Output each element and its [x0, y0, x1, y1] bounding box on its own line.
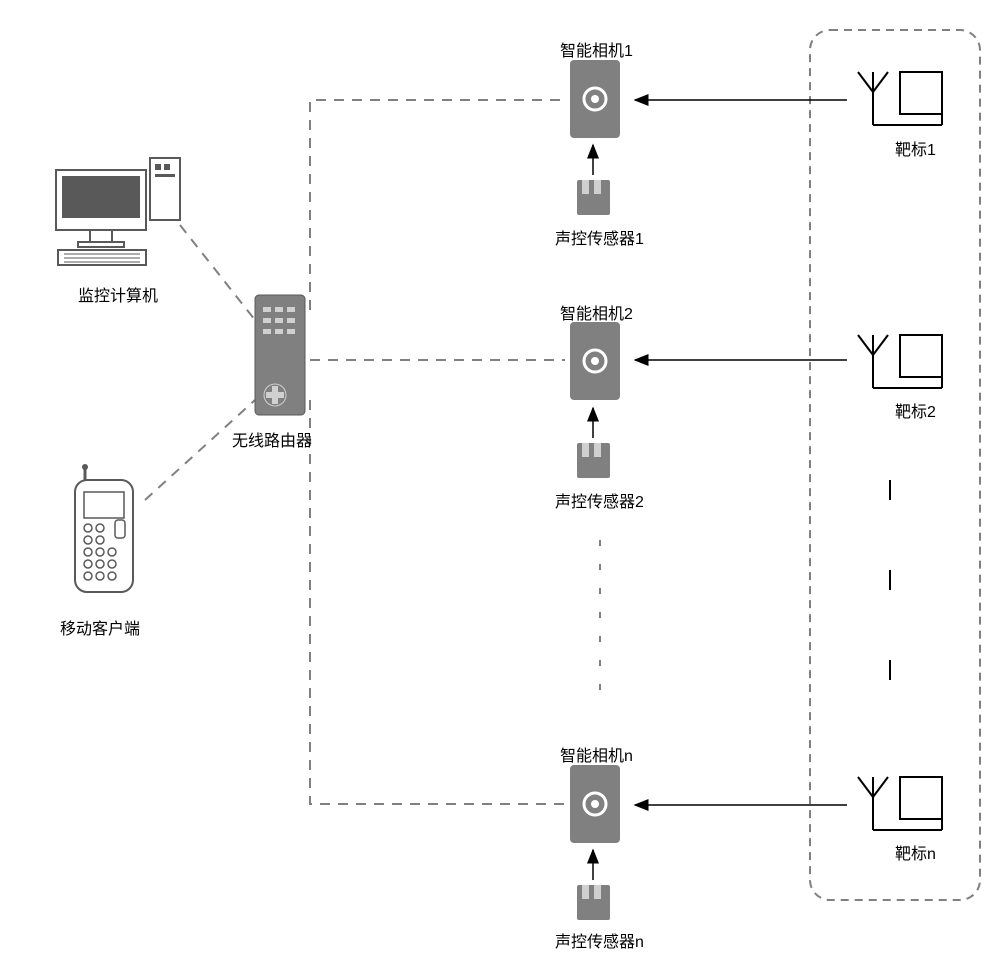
computer-label: 监控计算机 [78, 282, 158, 306]
sensor1-icon [577, 180, 610, 215]
sensor2-label: 声控传感器2 [555, 488, 644, 512]
targetN-icon [858, 777, 942, 830]
cameraN-icon [570, 765, 620, 843]
target1-icon [858, 72, 942, 125]
sensorN-label: 声控传感器n [555, 928, 644, 952]
camera2-label: 智能相机2 [560, 300, 633, 324]
target1-label: 靶标1 [895, 136, 936, 160]
sensor1-label: 声控传感器1 [555, 225, 644, 249]
camera1-icon [570, 60, 620, 138]
target2-label: 靶标2 [895, 398, 936, 422]
targets-group-box [810, 30, 980, 900]
targetN-label: 靶标n [895, 840, 936, 864]
router-to-cameraN-line [310, 400, 565, 804]
camera1-label: 智能相机1 [560, 37, 633, 61]
mobile-label: 移动客户端 [60, 615, 140, 639]
sensor2-icon [577, 443, 610, 478]
cameraN-label: 智能相机n [560, 742, 633, 766]
router-to-camera1-line [310, 100, 565, 310]
target2-icon [858, 335, 942, 388]
mobile-icon [75, 464, 133, 592]
router-label: 无线路由器 [232, 427, 312, 451]
camera2-icon [570, 322, 620, 400]
diagram-canvas [0, 0, 1000, 953]
computer-to-router-line [180, 225, 255, 320]
computer-icon [56, 158, 180, 265]
sensorN-icon [577, 885, 610, 920]
router-icon [255, 295, 305, 415]
